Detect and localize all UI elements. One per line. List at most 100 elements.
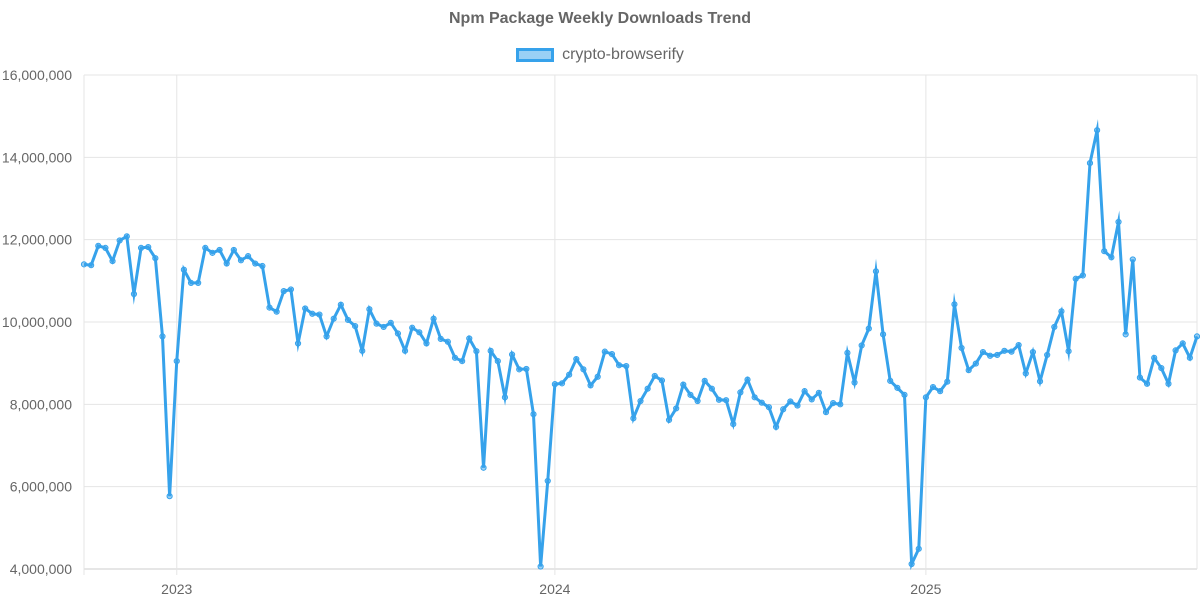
data-point[interactable] bbox=[1143, 380, 1151, 387]
data-point[interactable] bbox=[530, 411, 537, 418]
data-point[interactable] bbox=[872, 268, 880, 275]
data-point[interactable] bbox=[822, 409, 830, 416]
data-point[interactable] bbox=[1193, 333, 1200, 340]
data-point[interactable] bbox=[323, 333, 330, 340]
data-point[interactable] bbox=[1022, 370, 1029, 377]
data-point[interactable] bbox=[459, 358, 466, 365]
data-point[interactable] bbox=[95, 242, 102, 249]
data-point[interactable] bbox=[723, 397, 730, 404]
data-point[interactable] bbox=[544, 477, 551, 485]
data-point[interactable] bbox=[986, 352, 994, 359]
data-point[interactable] bbox=[794, 402, 801, 409]
data-point[interactable] bbox=[908, 560, 915, 568]
data-point[interactable] bbox=[337, 301, 344, 308]
data-point[interactable] bbox=[394, 330, 402, 337]
data-point[interactable] bbox=[865, 325, 872, 332]
data-point[interactable] bbox=[615, 362, 623, 369]
data-point[interactable] bbox=[594, 373, 601, 380]
legend-swatch[interactable] bbox=[516, 48, 555, 62]
data-point[interactable] bbox=[273, 308, 280, 315]
data-point[interactable] bbox=[523, 365, 530, 373]
data-point[interactable] bbox=[216, 246, 223, 254]
data-point[interactable] bbox=[1122, 331, 1129, 338]
data-point[interactable] bbox=[937, 388, 944, 395]
data-point[interactable] bbox=[387, 319, 394, 326]
data-point[interactable] bbox=[566, 371, 573, 378]
legend[interactable]: crypto-browserify bbox=[0, 46, 1200, 64]
data-point[interactable] bbox=[180, 266, 187, 273]
data-point[interactable] bbox=[715, 396, 723, 403]
data-point[interactable] bbox=[88, 262, 95, 269]
data-point[interactable] bbox=[1186, 354, 1193, 361]
data-point[interactable] bbox=[1001, 347, 1008, 354]
data-point[interactable] bbox=[223, 260, 230, 267]
data-point[interactable] bbox=[145, 243, 152, 251]
data-point[interactable] bbox=[1151, 354, 1158, 361]
data-point[interactable] bbox=[751, 394, 758, 401]
data-point[interactable] bbox=[230, 246, 237, 254]
data-point[interactable] bbox=[480, 464, 487, 471]
data-point[interactable] bbox=[494, 358, 501, 365]
data-point[interactable] bbox=[152, 255, 159, 262]
data-point[interactable] bbox=[423, 340, 430, 347]
data-point[interactable] bbox=[658, 377, 666, 384]
data-point[interactable] bbox=[287, 286, 295, 293]
data-point[interactable] bbox=[730, 420, 737, 428]
data-point[interactable] bbox=[765, 404, 773, 411]
data-point[interactable] bbox=[1015, 341, 1022, 349]
data-point[interactable] bbox=[837, 401, 844, 408]
data-point[interactable] bbox=[109, 257, 116, 265]
data-point[interactable] bbox=[851, 379, 858, 386]
data-point[interactable] bbox=[687, 391, 694, 398]
data-point[interactable] bbox=[1008, 348, 1015, 355]
data-point[interactable] bbox=[758, 399, 765, 406]
data-point[interactable] bbox=[972, 360, 979, 367]
data-point[interactable] bbox=[1158, 365, 1165, 372]
data-point[interactable] bbox=[401, 347, 409, 354]
data-point[interactable] bbox=[644, 385, 651, 392]
data-point[interactable] bbox=[416, 329, 423, 336]
data-point[interactable] bbox=[1058, 308, 1065, 315]
data-point[interactable] bbox=[630, 415, 637, 422]
data-point[interactable] bbox=[979, 348, 987, 356]
data-point[interactable] bbox=[958, 344, 965, 352]
data-point[interactable] bbox=[694, 397, 701, 405]
data-point[interactable] bbox=[437, 335, 444, 342]
data-point[interactable] bbox=[1101, 248, 1108, 255]
data-point[interactable] bbox=[665, 416, 673, 424]
data-point[interactable] bbox=[901, 391, 908, 398]
data-point[interactable] bbox=[302, 305, 309, 312]
data-point[interactable] bbox=[573, 355, 580, 363]
data-point[interactable] bbox=[944, 378, 951, 385]
data-point[interactable] bbox=[366, 306, 373, 313]
data-point[interactable] bbox=[309, 310, 316, 317]
data-point[interactable] bbox=[130, 290, 138, 298]
data-point[interactable] bbox=[815, 389, 822, 396]
data-point[interactable] bbox=[195, 279, 202, 286]
data-point[interactable] bbox=[266, 304, 273, 311]
data-point[interactable] bbox=[951, 301, 958, 308]
data-point[interactable] bbox=[344, 316, 352, 324]
data-point[interactable] bbox=[430, 315, 437, 322]
data-point[interactable] bbox=[516, 366, 523, 373]
data-point[interactable] bbox=[551, 381, 558, 388]
data-point[interactable] bbox=[80, 261, 88, 268]
data-point[interactable] bbox=[780, 406, 787, 413]
data-point[interactable] bbox=[330, 315, 337, 322]
data-point[interactable] bbox=[187, 279, 195, 286]
data-point[interactable] bbox=[580, 366, 587, 373]
data-point[interactable] bbox=[209, 249, 216, 256]
data-point[interactable] bbox=[737, 389, 744, 396]
data-point[interactable] bbox=[1165, 380, 1172, 387]
data-point[interactable] bbox=[444, 338, 451, 345]
data-point[interactable] bbox=[772, 423, 780, 431]
data-point[interactable] bbox=[844, 349, 851, 356]
data-point[interactable] bbox=[244, 253, 252, 260]
data-point[interactable] bbox=[508, 351, 516, 358]
data-point[interactable] bbox=[259, 262, 266, 270]
data-point[interactable] bbox=[1065, 348, 1072, 355]
data-point[interactable] bbox=[352, 323, 359, 330]
data-point[interactable] bbox=[359, 347, 366, 354]
data-point[interactable] bbox=[708, 385, 715, 392]
data-point[interactable] bbox=[830, 399, 837, 407]
